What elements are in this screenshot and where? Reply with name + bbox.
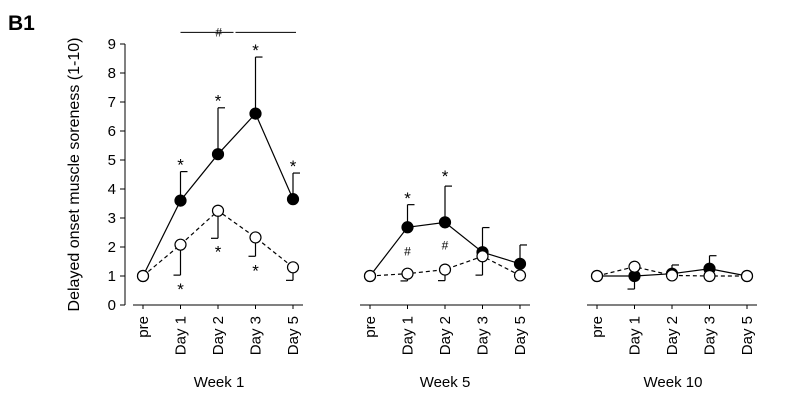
significance-star: *: [215, 242, 222, 261]
significance-star: *: [177, 155, 184, 174]
y-tick-label: 6: [108, 123, 116, 140]
x-tick-label: pre: [362, 316, 379, 338]
series-filled: [142, 56, 300, 277]
x-tick-label: Day 1: [627, 316, 644, 355]
data-point-open: [136, 269, 150, 283]
significance-hash: #: [442, 239, 449, 253]
panel-label: B1: [8, 12, 35, 35]
significance-star: *: [215, 92, 222, 111]
x-tick-label: Day 1: [400, 316, 417, 355]
significance-star: *: [252, 261, 259, 280]
y-tick-label: 5: [108, 152, 116, 169]
y-tick-label: 1: [108, 268, 116, 285]
data-point-open: [286, 261, 300, 274]
x-tick-label: Day 2: [664, 316, 681, 355]
data-point-open: [363, 269, 377, 283]
y-tick-label: 9: [108, 36, 116, 53]
data-point-open: [174, 238, 187, 251]
group-label: Week 10: [644, 374, 703, 391]
group-0: pre Day 1 Day 2 Day 3 Day 5 Week 1 * * * * * * * #: [133, 25, 303, 391]
data-point-open: [665, 269, 679, 282]
y-tick-label: 4: [108, 181, 116, 198]
data-point-filled: [513, 257, 527, 270]
x-tick-label: pre: [589, 316, 606, 338]
data-point-open: [740, 269, 754, 283]
x-tick-label: Day 2: [210, 316, 227, 355]
data-point-open: [211, 204, 225, 217]
data-point-filled: [286, 193, 300, 206]
y-tick-label: 8: [108, 65, 116, 82]
bracket-label: #: [215, 25, 222, 39]
data-point-filled: [401, 221, 414, 234]
series-line: [369, 255, 521, 277]
data-point-filled: [249, 107, 262, 120]
data-point-filled: [438, 216, 452, 229]
data-point-open: [628, 260, 641, 273]
significance-star: *: [252, 41, 259, 60]
x-tick-label: Day 3: [702, 316, 719, 355]
group-1: pre Day 1 Day 2 Day 3 Day 5 Week 5 * * # #: [360, 167, 530, 391]
y-tick-label: 3: [108, 210, 116, 227]
data-point-open: [401, 267, 414, 280]
x-tick-label: Day 5: [512, 316, 529, 355]
x-tick-label: Day 5: [739, 316, 756, 355]
data-point-open: [703, 269, 716, 283]
x-tick-label: Day 2: [437, 316, 454, 355]
data-point-open: [249, 231, 262, 244]
significance-star: *: [404, 189, 411, 208]
significance-star: *: [290, 157, 297, 176]
group-label: Week 1: [194, 374, 245, 391]
data-point-open: [438, 263, 452, 276]
x-tick-label: Day 1: [173, 316, 190, 355]
x-tick-label: pre: [135, 316, 152, 338]
group-label: Week 5: [420, 374, 471, 391]
significance-star: *: [177, 280, 184, 299]
data-point-open: [590, 269, 604, 283]
y-tick-label: 2: [108, 239, 116, 256]
y-tick-label: 7: [108, 94, 116, 111]
significance-hash: #: [404, 244, 411, 258]
y-axis-label: Delayed onset muscle soreness (1-10): [66, 38, 83, 312]
x-tick-label: Day 3: [248, 316, 265, 355]
series-filled: [369, 185, 527, 277]
x-tick-label: Day 5: [285, 316, 302, 355]
data-point-open: [476, 250, 489, 263]
data-point-filled: [211, 148, 225, 161]
group-2: pre Day 1 Day 2 Day 3 Day 5 Week 10: [587, 255, 757, 391]
y-tick-label: 0: [108, 297, 116, 314]
x-tick-label: Day 3: [475, 316, 492, 355]
data-point-open: [513, 269, 527, 282]
significance-star: *: [442, 167, 449, 186]
data-point-filled: [174, 194, 187, 207]
